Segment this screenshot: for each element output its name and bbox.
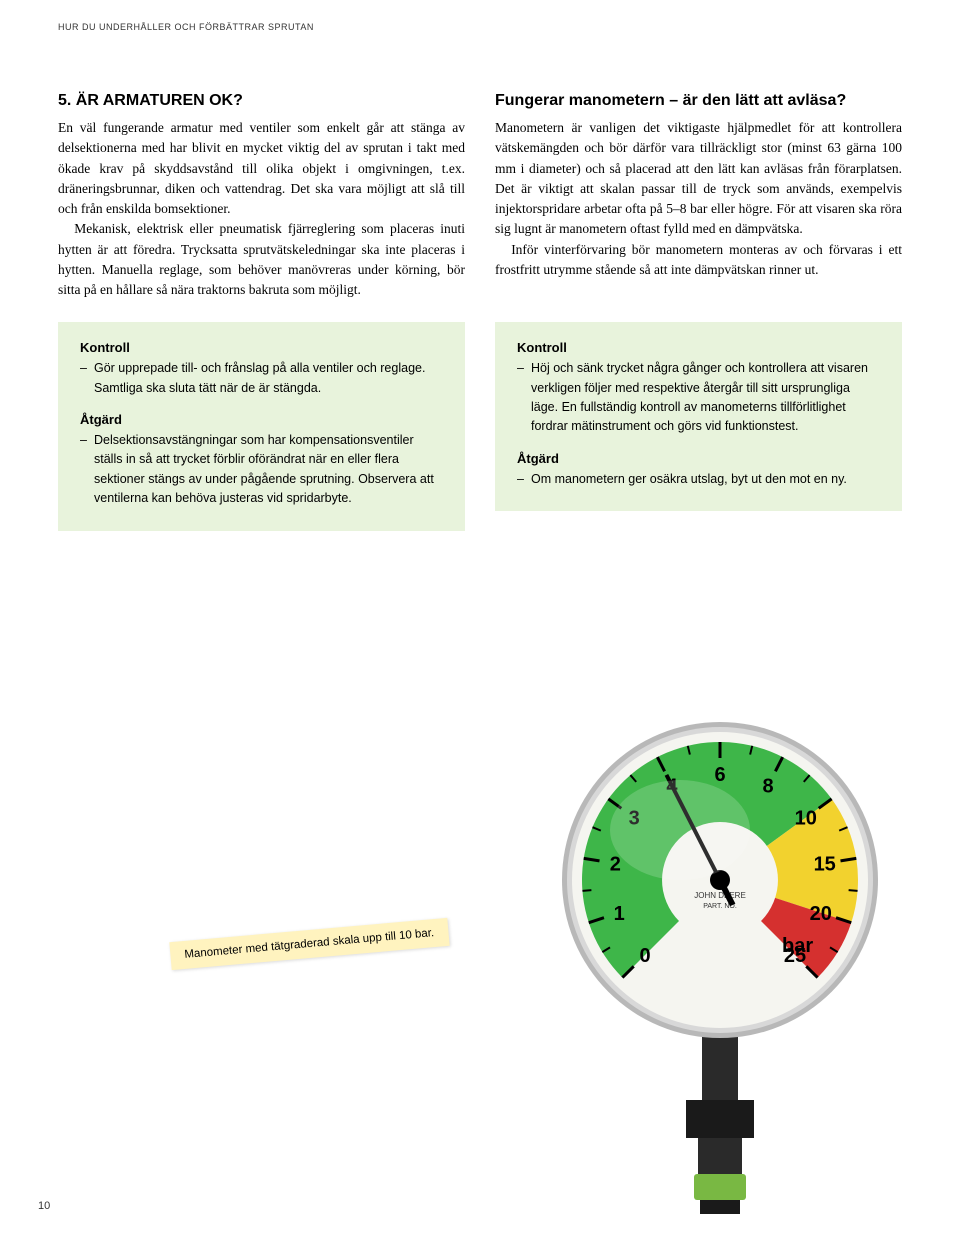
svg-text:2: 2: [610, 853, 621, 875]
image-caption: Manometer med tätgraderad skala upp till…: [169, 918, 449, 970]
svg-text:6: 6: [714, 764, 725, 786]
svg-text:1: 1: [614, 903, 625, 925]
svg-text:8: 8: [763, 776, 774, 798]
kontroll-heading: Kontroll: [80, 340, 443, 355]
atgard-item: Delsektionsavstängningar som har kompens…: [80, 431, 443, 509]
svg-text:bar: bar: [782, 935, 813, 957]
kontroll-item: Höj och sänk trycket några gånger och ko…: [517, 359, 880, 437]
atgard-item: Om manometern ger osäkra utslag, byt ut …: [517, 470, 880, 489]
left-para-1: En väl fungerande armatur med ventiler s…: [58, 118, 465, 219]
left-heading: 5. ÄR ARMATUREN OK?: [58, 92, 465, 110]
left-column: 5. ÄR ARMATUREN OK? En väl fungerande ar…: [58, 92, 465, 300]
page-number: 10: [38, 1200, 50, 1212]
manometer-image: 012346810152025barJOHN DEEREPART. NO.: [540, 710, 900, 1235]
svg-text:15: 15: [814, 853, 836, 875]
svg-text:0: 0: [639, 945, 650, 967]
svg-text:10: 10: [795, 808, 817, 830]
atgard-heading: Åtgärd: [517, 451, 880, 466]
info-boxes: Kontroll Gör upprepade till- och frånsla…: [0, 300, 960, 530]
atgard-heading: Åtgärd: [80, 412, 443, 427]
right-para-1: Manometern är vanligen det viktigaste hj…: [495, 118, 902, 240]
page-header: HUR DU UNDERHÅLLER OCH FÖRBÄTTRAR SPRUTA…: [0, 0, 960, 32]
right-info-box: Kontroll Höj och sänk trycket några gång…: [495, 322, 902, 511]
svg-text:JOHN DEERE: JOHN DEERE: [694, 891, 746, 900]
right-column: Fungerar manometern – är den lätt att av…: [495, 92, 902, 300]
svg-text:20: 20: [810, 903, 832, 925]
kontroll-heading: Kontroll: [517, 340, 880, 355]
right-heading: Fungerar manometern – är den lätt att av…: [495, 92, 902, 110]
left-info-box: Kontroll Gör upprepade till- och frånsla…: [58, 322, 465, 530]
main-content: 5. ÄR ARMATUREN OK? En väl fungerande ar…: [0, 32, 960, 300]
kontroll-item: Gör upprepade till- och frånslag på alla…: [80, 359, 443, 398]
right-para-2: Inför vinterförvaring bör manometern mon…: [495, 240, 902, 281]
left-para-2: Mekanisk, elektrisk eller pneumatisk fjä…: [58, 219, 465, 300]
